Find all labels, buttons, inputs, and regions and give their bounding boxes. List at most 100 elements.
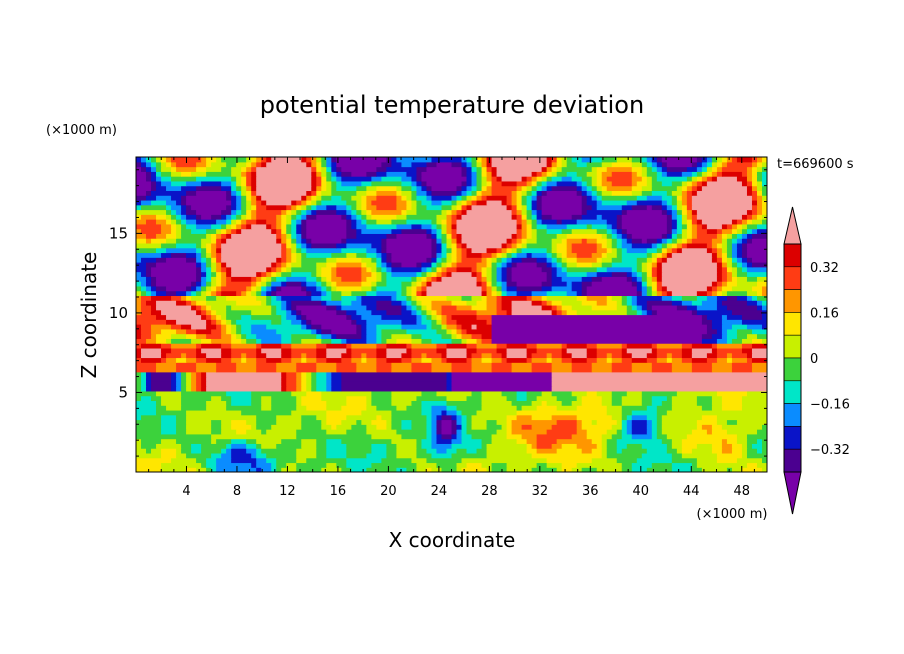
contour-cell [646, 419, 653, 425]
contour-cell [626, 347, 653, 354]
contour-cell [266, 357, 282, 363]
contour-cell [611, 295, 623, 301]
contour-cell [356, 199, 362, 206]
contour-cell [581, 448, 593, 454]
contour-cell [286, 376, 297, 382]
contour-cell [181, 448, 192, 454]
contour-cell [451, 386, 553, 392]
contour-field [136, 157, 767, 472]
contour-cell [496, 304, 503, 311]
contour-cell [721, 228, 733, 234]
contour-cell [136, 276, 147, 282]
contour-cell [391, 414, 428, 421]
contour-cell [261, 448, 297, 454]
contour-cell [561, 400, 573, 406]
contour-cell [441, 433, 453, 440]
contour-cell [236, 219, 242, 225]
x-tick-label: 48 [733, 484, 750, 499]
contour-cell [211, 223, 222, 230]
contour-cell [476, 338, 483, 344]
contour-cell [376, 247, 382, 254]
contour-cell [221, 180, 232, 187]
contour-cell [651, 204, 663, 211]
contour-cell [216, 362, 237, 368]
contour-cell [331, 333, 337, 339]
contour-cell [441, 238, 448, 244]
contour-cell [686, 199, 693, 206]
contour-cell [411, 204, 418, 211]
contour-cell [611, 424, 623, 430]
contour-cell [646, 157, 653, 163]
contour-cell [526, 209, 533, 215]
contour-cell [216, 228, 222, 234]
contour-cell [446, 352, 468, 359]
contour-cell [571, 281, 583, 287]
contour-cell [436, 214, 448, 220]
contour-cell [151, 271, 197, 277]
contour-cell [511, 419, 558, 425]
contour-cell [231, 199, 237, 206]
contour-cell [726, 257, 733, 263]
contour-cell [411, 352, 423, 359]
contour-cell [631, 204, 648, 211]
contour-cell [171, 386, 177, 392]
contour-cell [431, 452, 453, 459]
contour-cell [501, 242, 508, 249]
contour-cell [671, 367, 693, 373]
contour-cell [681, 209, 688, 215]
contour-cell [196, 209, 222, 215]
contour-cell [151, 266, 197, 273]
contour-cell [271, 285, 277, 292]
contour-cell [156, 247, 167, 254]
contour-cell [146, 386, 152, 392]
contour-cell [391, 424, 403, 430]
contour-cell [741, 242, 748, 249]
contour-cell [761, 199, 767, 206]
contour-cell [196, 290, 202, 297]
contour-cell [341, 247, 367, 254]
contour-cell [576, 262, 593, 268]
contour-cell [426, 457, 463, 464]
contour-cell [456, 405, 483, 411]
contour-cell [491, 319, 703, 325]
contour-cell [526, 438, 538, 444]
colorbar-bin [783, 403, 802, 427]
contour-cell [221, 157, 247, 163]
contour-cell [621, 209, 628, 215]
contour-cell [506, 281, 518, 287]
contour-cell [216, 438, 232, 444]
contour-cell [686, 223, 693, 230]
contour-cell [536, 176, 543, 182]
contour-cell [236, 209, 242, 215]
contour-cell [251, 166, 257, 172]
contour-cell [561, 238, 568, 244]
contour-cell [441, 309, 478, 316]
contour-cell [201, 304, 207, 311]
contour-cell [401, 419, 413, 425]
contour-cell [546, 400, 563, 406]
contour-cell [231, 424, 252, 430]
contour-cell [601, 176, 608, 182]
contour-cell [256, 367, 277, 373]
contour-cell [711, 285, 718, 292]
contour-cell [486, 185, 493, 192]
contour-cell [701, 161, 708, 168]
contour-cell [651, 304, 678, 311]
contour-cell [736, 228, 743, 234]
contour-cell [496, 276, 503, 282]
contour-cell [611, 433, 623, 440]
contour-cell [426, 166, 463, 172]
contour-cell [311, 166, 317, 172]
contour-cell [531, 452, 603, 459]
contour-cell [396, 214, 408, 220]
contour-cell [666, 233, 673, 239]
contour-cell [316, 204, 327, 211]
contour-cell [271, 400, 297, 406]
contour-cell [276, 262, 282, 268]
contour-cell [256, 204, 267, 211]
contour-cell [241, 199, 247, 206]
contour-cell [616, 438, 663, 444]
contour-cell [751, 176, 758, 182]
contour-cell [501, 276, 508, 282]
contour-cell [681, 180, 688, 187]
